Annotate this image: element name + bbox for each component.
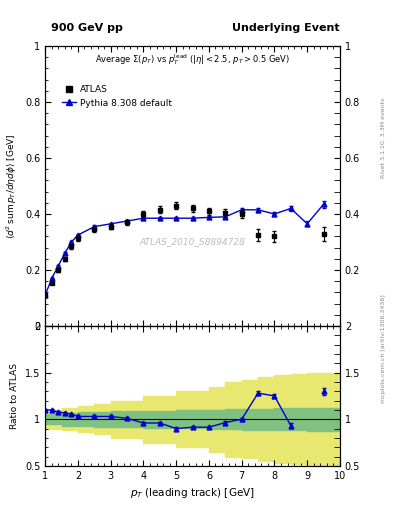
Text: 900 GeV pp: 900 GeV pp [51,23,123,33]
Text: Rivet 3.1.10, 3.3M events: Rivet 3.1.10, 3.3M events [381,98,386,178]
X-axis label: $p_T$ (leading track) [GeV]: $p_T$ (leading track) [GeV] [130,486,255,500]
Text: Underlying Event: Underlying Event [232,23,340,33]
Text: ATLAS_2010_S8894728: ATLAS_2010_S8894728 [140,238,246,246]
Y-axis label: Ratio to ATLAS: Ratio to ATLAS [10,363,19,429]
Legend: ATLAS, Pythia 8.308 default: ATLAS, Pythia 8.308 default [59,81,176,111]
Y-axis label: $\langle d^2\,\mathrm{sum}\,p_T/d\eta d\phi\rangle$ [GeV]: $\langle d^2\,\mathrm{sum}\,p_T/d\eta d\… [5,133,19,239]
Text: mcplots.cern.ch [arXiv:1306.3436]: mcplots.cern.ch [arXiv:1306.3436] [381,294,386,402]
Text: Average $\Sigma(p_T)$ vs $p_T^{\rm lead}$ ($|\eta|<2.5,\,p_T>0.5$ GeV): Average $\Sigma(p_T)$ vs $p_T^{\rm lead}… [95,52,290,67]
